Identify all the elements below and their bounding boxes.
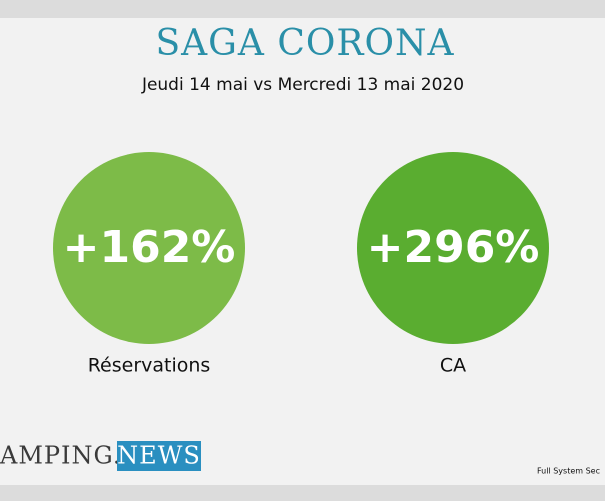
- logo-text: AMPING.: [0, 442, 121, 470]
- stat-label: Réservations: [88, 355, 211, 377]
- stat-label: CA: [440, 355, 466, 377]
- stat-circle: [357, 152, 549, 344]
- logo-text: NEWS: [117, 442, 201, 470]
- subtitle: Jeudi 14 mai vs Mercredi 13 mai 2020: [141, 75, 464, 95]
- stat-value: +162%: [63, 222, 236, 273]
- source: Full System Sec: [537, 467, 600, 476]
- stat-circle: [53, 152, 245, 344]
- title: SAGA CORONA: [155, 23, 454, 64]
- stat-value: +296%: [367, 222, 540, 273]
- logo-box: [117, 441, 201, 471]
